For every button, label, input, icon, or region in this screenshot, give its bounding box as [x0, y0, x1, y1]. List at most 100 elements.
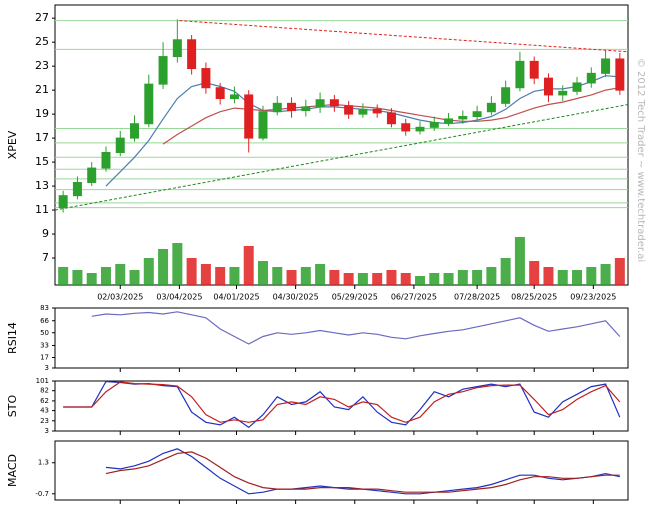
candle-body: [543, 77, 553, 96]
volume-bar: [486, 267, 497, 285]
trend-line: [54, 104, 629, 211]
x-tick-label: 04/01/2025: [213, 293, 259, 302]
volume-bar: [357, 273, 368, 285]
candle-body: [58, 195, 68, 209]
volume-bar: [100, 267, 111, 285]
volume-bar: [143, 258, 154, 285]
x-tick-label: 09/23/2025: [570, 293, 616, 302]
candle-body: [429, 122, 439, 128]
volume-bar: [600, 264, 611, 285]
y-tick-label: 13: [35, 179, 49, 192]
indicator-line: [91, 311, 621, 345]
volume-bar: [243, 246, 254, 285]
y-axis-label: STO: [6, 394, 19, 417]
candle-body: [201, 68, 211, 89]
candle-body: [358, 108, 368, 115]
candle-body: [615, 58, 625, 91]
volume-bar: [429, 273, 440, 285]
y-tick-label: 11: [35, 203, 49, 216]
indicator-line: [63, 380, 621, 429]
candle-body: [130, 123, 140, 139]
y-tick-label: 101: [36, 377, 49, 385]
x-tick-label: 05/29/2025: [332, 293, 378, 302]
panel-frame: [54, 440, 629, 501]
candle-body: [144, 83, 154, 125]
indicator-line: [63, 381, 621, 423]
y-tick-label: 19: [35, 107, 49, 120]
y-tick-label: 66: [40, 317, 49, 325]
x-tick-label: 06/27/2025: [391, 293, 437, 302]
candle-body: [472, 111, 482, 118]
candle-body: [87, 167, 97, 183]
volume-bar: [543, 267, 554, 285]
candle-body: [315, 99, 325, 108]
volume-bar: [58, 267, 69, 285]
panel-frame: [54, 307, 629, 369]
candle-body: [458, 116, 468, 120]
y-tick-label: -0.7: [35, 490, 49, 498]
y-tick-label: 82: [40, 387, 49, 395]
candle-body: [586, 72, 596, 84]
panel-frame: [54, 380, 629, 432]
volume-bar: [129, 270, 140, 285]
candle-body: [301, 106, 311, 112]
volume-bar: [415, 276, 426, 285]
y-tick-label: 23: [35, 59, 49, 72]
volume-bar: [472, 270, 483, 285]
candle-body: [444, 118, 454, 124]
volume-bar: [229, 267, 240, 285]
volume-bar: [86, 273, 97, 285]
volume-bar: [529, 261, 540, 285]
candle-body: [158, 56, 168, 85]
x-tick-label: 04/30/2025: [273, 293, 319, 302]
candle-body: [244, 94, 254, 139]
volume-bar: [257, 261, 268, 285]
volume-bar: [586, 267, 597, 285]
candle-body: [101, 151, 111, 169]
y-tick-label: 17: [40, 354, 49, 362]
y-tick-label: 62: [40, 397, 49, 405]
volume-bar: [400, 273, 411, 285]
y-tick-label: 25: [35, 35, 49, 48]
volume-bar: [500, 258, 511, 285]
volume-bar: [172, 243, 183, 285]
x-tick-label: 02/03/2025: [97, 293, 143, 302]
candle-body: [172, 39, 182, 58]
candle-body: [187, 39, 197, 70]
y-tick-label: 17: [35, 131, 49, 144]
candle-body: [558, 90, 568, 96]
watermark: © 2012 Tech Trader ~ www.techtrader.ai: [635, 58, 646, 262]
volume-bar: [329, 270, 340, 285]
volume-bar: [386, 270, 397, 285]
candle-body: [344, 105, 354, 115]
volume-bar: [557, 270, 568, 285]
y-tick-label: 9: [42, 227, 49, 240]
candle-body: [229, 94, 239, 100]
volume-bar: [372, 273, 383, 285]
y-tick-label: 23: [40, 417, 49, 425]
y-tick-label: 33: [40, 342, 49, 350]
volume-bar: [614, 258, 625, 285]
y-tick-label: 43: [40, 407, 49, 415]
indicator-line: [105, 451, 620, 493]
volume-bar: [343, 273, 354, 285]
candle-body: [601, 58, 611, 74]
volume-bar: [315, 264, 326, 285]
candle-body: [386, 112, 396, 125]
candle-body: [572, 82, 582, 92]
volume-bar: [158, 249, 169, 285]
y-tick-label: 83: [40, 304, 49, 312]
y-tick-label: 15: [35, 155, 49, 168]
y-axis-label: RSI14: [6, 322, 19, 354]
volume-bar: [572, 270, 583, 285]
candle-body: [515, 60, 525, 89]
candle-body: [372, 108, 382, 114]
candle-body: [329, 99, 339, 107]
y-tick-label: 7: [42, 251, 49, 264]
volume-bar: [457, 270, 468, 285]
volume-bar: [514, 237, 525, 285]
volume-bar: [200, 264, 211, 285]
volume-bar: [272, 267, 283, 285]
candle-body: [486, 102, 496, 113]
indicator-line: [105, 448, 620, 495]
